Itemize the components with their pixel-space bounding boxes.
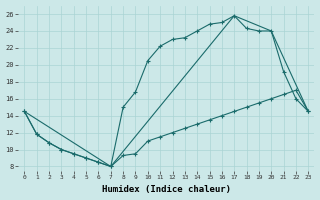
X-axis label: Humidex (Indice chaleur): Humidex (Indice chaleur) [102,185,231,194]
